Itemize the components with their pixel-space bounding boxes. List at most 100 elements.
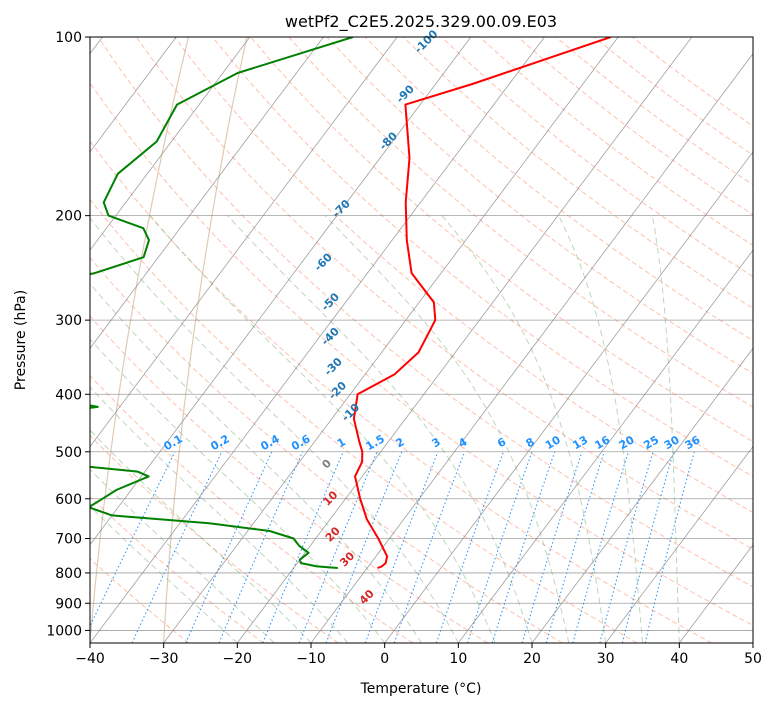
isotherm-line [90, 37, 177, 153]
dry-adiabat-label: -50 [319, 290, 342, 313]
dry-adiabat [441, 37, 753, 278]
isotherm-line [752, 642, 753, 643]
mixing-ratio-label: 0.6 [289, 432, 313, 453]
dry-adiabat [288, 37, 753, 408]
dry-adiabat [90, 495, 264, 643]
moist-adiabat [90, 505, 238, 643]
y-tick-label: 500 [55, 445, 82, 461]
background-lines [90, 37, 753, 643]
y-tick-label: 700 [55, 532, 82, 548]
mixing-ratio-label: 36 [683, 433, 703, 452]
isotherm-line [237, 37, 693, 643]
x-axis-label: Temperature (°C) [360, 681, 482, 697]
isotherm-line [310, 52, 753, 643]
y-axis-label: Pressure (hPa) [13, 290, 29, 390]
dry-adiabat-label: -30 [322, 355, 345, 378]
dry-adiabat [364, 37, 753, 342]
mixing-ratio-label: 25 [641, 433, 661, 452]
mixing-ratio-line [521, 451, 583, 643]
dry-adiabat [90, 558, 190, 643]
mixing-ratio-label: 1 [335, 435, 348, 450]
dry-adiabat [250, 37, 753, 443]
special-curve [90, 37, 190, 643]
mixing-ratio-label: 13 [570, 433, 590, 452]
moist-adiabat [324, 215, 570, 643]
dry-adiabat-label: 10 [320, 488, 340, 508]
dry-adiabat-label: 20 [323, 524, 343, 544]
y-tick-label: 300 [55, 313, 82, 329]
y-tick-label: 800 [55, 566, 82, 582]
moist-adiabat [558, 215, 643, 643]
mixing-ratio-line [435, 451, 504, 643]
x-tick-label: 50 [744, 651, 762, 667]
isotherm-line [90, 37, 251, 251]
dry-adiabat-label: -60 [312, 250, 335, 273]
x-tick-label: −30 [149, 651, 179, 667]
dry-adiabat [174, 37, 753, 513]
mixing-ratio-line [393, 451, 466, 643]
series-group [90, 37, 612, 569]
x-tick-label: 10 [449, 651, 467, 667]
line-label-group: -100-90-80-70-60-50-40-30-20-10010203040… [161, 27, 702, 607]
isotherm-line [679, 544, 753, 643]
isotherm-line [90, 37, 398, 448]
x-tick-label: 20 [523, 651, 541, 667]
dry-adiabat [90, 140, 712, 643]
x-tick-label: −40 [75, 651, 105, 667]
isotherm-line [384, 151, 753, 643]
dry-adiabat [326, 37, 753, 375]
x-tick-label: −20 [223, 651, 253, 667]
mixing-ratio-label: 30 [662, 433, 682, 452]
dry-adiabat [90, 434, 339, 643]
mixing-ratio-label: 2 [393, 435, 406, 450]
mixing-ratio-label: 16 [592, 433, 612, 452]
dry-adiabat-label: -40 [319, 325, 342, 348]
chart-title: wetPf2_C2E5.2025.329.00.09.E03 [285, 12, 557, 32]
dry-adiabat [90, 315, 488, 643]
dry-adiabat-label: 0 [319, 457, 334, 472]
mixing-ratio-label: 0.2 [208, 432, 231, 453]
dry-adiabat [97, 37, 753, 588]
dry-adiabat-label: -100 [412, 27, 441, 56]
plot-frame [89, 36, 754, 644]
mixing-ratio-line [131, 451, 223, 643]
mixing-ratio-line [467, 451, 533, 643]
series-line [352, 37, 612, 569]
series-line [90, 37, 354, 569]
x-tick-label: 40 [670, 651, 688, 667]
dry-adiabat [403, 37, 753, 309]
y-tick-label: 900 [55, 596, 82, 612]
mixing-ratio-line [621, 451, 674, 643]
dry-adiabat [90, 198, 638, 643]
mixing-ratio-line [364, 451, 439, 643]
isotherm-line [605, 445, 753, 643]
special-curve [163, 37, 248, 643]
isotherm-line [163, 37, 619, 643]
dry-adiabat [631, 37, 753, 127]
mixing-ratio-line [491, 451, 556, 643]
dry-adiabat-label: -20 [326, 379, 349, 402]
y-tick-label: 1000 [46, 623, 82, 639]
moist-adiabat [90, 338, 386, 643]
moist-adiabat [227, 215, 533, 643]
mixing-ratio-label: 10 [543, 433, 563, 452]
moist-adiabat [90, 217, 459, 643]
moist-adiabat [441, 215, 607, 643]
x-axis: −40 −30 −20 −10 0 10 20 30 40 50 [75, 643, 762, 667]
isotherm-line [90, 37, 545, 643]
y-tick-label: 200 [55, 209, 82, 225]
mixing-ratio-line [599, 451, 654, 643]
moist-adiabat [90, 386, 349, 643]
dry-adiabat-label: -70 [330, 197, 353, 220]
grid-lines [90, 37, 753, 643]
mixing-ratio-label: 20 [617, 433, 637, 452]
mixing-ratio-line [572, 451, 629, 643]
moist-adiabat [651, 215, 680, 643]
isotherm-line [531, 347, 753, 643]
moist-adiabat [149, 215, 496, 643]
y-tick-label: 600 [55, 492, 82, 508]
mixing-ratio-label: 4 [456, 435, 469, 450]
mixing-ratio-line [644, 451, 695, 643]
isotherm-line [458, 249, 753, 643]
